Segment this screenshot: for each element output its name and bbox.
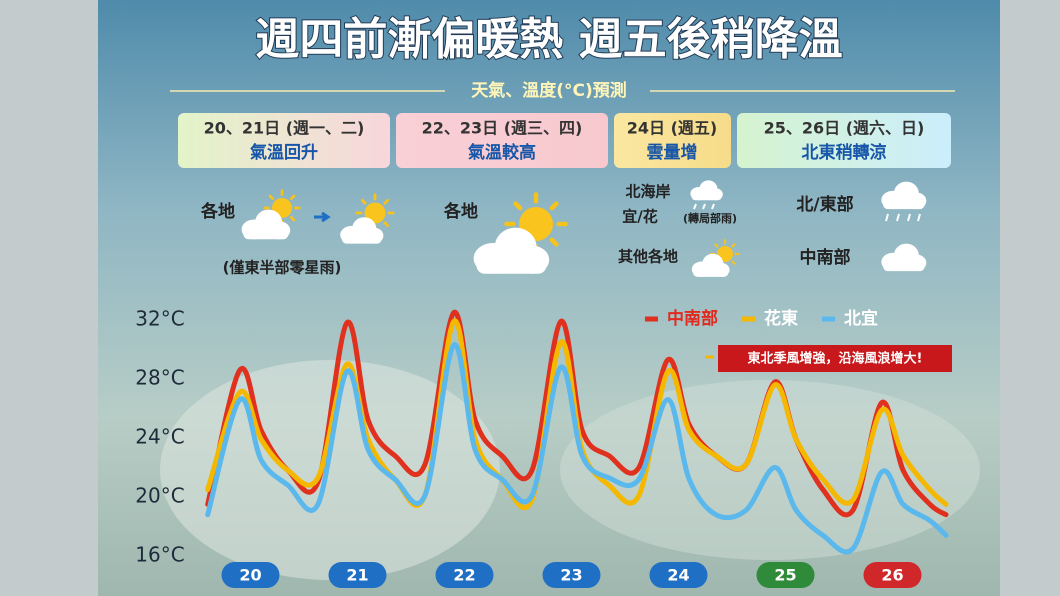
day-label: 20 (239, 566, 261, 585)
y-tick-label: 24°C (135, 425, 184, 449)
period-desc: 雲量增 (647, 142, 698, 163)
period-date: 20、21日 (週一、二) (204, 119, 365, 138)
place-label: 宜/花 (622, 208, 657, 226)
subtitle: 天氣、溫度(°C)預測 (471, 80, 627, 101)
day-label: 22 (453, 566, 475, 585)
day-label: 23 (560, 566, 582, 585)
day-badge (221, 562, 280, 588)
rain-drops (693, 203, 715, 210)
day-badge (649, 562, 708, 588)
period-desc: 氣溫較高 (468, 142, 536, 163)
period-box (614, 113, 731, 168)
temperature-line (205, 310, 949, 518)
annotation-box (718, 345, 952, 372)
note: (僅東半部零星雨) (223, 259, 342, 277)
temperature-line (205, 342, 949, 555)
period-date: 22、23日 (週三、四) (422, 119, 583, 138)
y-tick-label: 16°C (135, 543, 184, 567)
place-label: 北/東部 (796, 194, 853, 215)
day-label: 26 (881, 566, 903, 585)
legend-label: 北宜 (844, 308, 878, 329)
line-chart: 16°C 20°C 24°C 28°C 32°C 中南部 花東 北宜東北季風增強，沿海風浪增大… (135, 307, 952, 588)
day-badge (756, 562, 815, 588)
note: (轉局部雨) (683, 211, 737, 225)
place-label: 其他各地 (618, 248, 678, 266)
y-tick-label: 20°C (135, 484, 184, 508)
annotation: 東北季風增強，沿海風浪增大! (748, 351, 923, 367)
place-label: 各地 (443, 201, 478, 222)
temperature-line (205, 318, 949, 511)
legend-label: 中南部 (667, 308, 718, 329)
place-label: 各地 (200, 201, 235, 222)
rain-drops (885, 213, 921, 222)
period-box (396, 113, 608, 168)
day-label: 24 (667, 566, 689, 585)
period-box (737, 113, 951, 168)
place-label: 中南部 (800, 247, 851, 268)
blur-flower (160, 360, 500, 580)
period-date: 25、26日 (週六、日) (764, 119, 925, 138)
period-date: 24日 (週五) (627, 119, 717, 138)
place-label: 北海岸 (625, 183, 670, 201)
arrow (314, 211, 331, 223)
day-label: 21 (346, 566, 368, 585)
legend-label: 花東 (764, 308, 798, 329)
period-desc: 北東稍轉涼 (802, 142, 887, 163)
day-badge (328, 562, 387, 588)
day-badge (542, 562, 601, 588)
y-tick-label: 28°C (135, 366, 184, 390)
y-tick-label: 32°C (135, 307, 184, 331)
period-box (178, 113, 390, 168)
day-badge (863, 562, 922, 588)
period-desc: 氣溫回升 (250, 142, 318, 163)
title: 週四前漸偏暖熱 週五後稍降溫 (255, 14, 842, 65)
day-label: 25 (774, 566, 796, 585)
day-badge (435, 562, 494, 588)
